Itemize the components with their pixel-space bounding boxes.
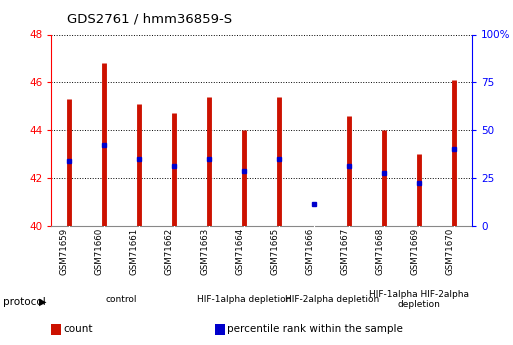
- Text: GSM71665: GSM71665: [270, 227, 279, 275]
- Text: GSM71664: GSM71664: [235, 227, 244, 275]
- Text: HIF-1alpha HIF-2alpha
depletion: HIF-1alpha HIF-2alpha depletion: [369, 289, 469, 309]
- Text: GSM71670: GSM71670: [445, 227, 455, 275]
- Text: GDS2761 / hmm36859-S: GDS2761 / hmm36859-S: [67, 12, 232, 25]
- Text: GSM71663: GSM71663: [200, 227, 209, 275]
- Text: HIF-2alpha depletion: HIF-2alpha depletion: [285, 295, 379, 304]
- Text: count: count: [63, 325, 93, 334]
- Text: GSM71667: GSM71667: [340, 227, 349, 275]
- Text: GSM71660: GSM71660: [95, 227, 104, 275]
- Text: control: control: [106, 295, 137, 304]
- Text: GSM71668: GSM71668: [376, 227, 384, 275]
- Text: GSM71659: GSM71659: [60, 227, 69, 275]
- Text: HIF-1alpha depletion: HIF-1alpha depletion: [197, 295, 291, 304]
- Text: GSM71662: GSM71662: [165, 227, 174, 275]
- Text: GSM71666: GSM71666: [305, 227, 314, 275]
- Text: ▶: ▶: [38, 297, 46, 307]
- Text: protocol: protocol: [3, 297, 45, 307]
- Text: percentile rank within the sample: percentile rank within the sample: [227, 325, 403, 334]
- Text: GSM71669: GSM71669: [410, 227, 419, 275]
- Text: GSM71661: GSM71661: [130, 227, 139, 275]
